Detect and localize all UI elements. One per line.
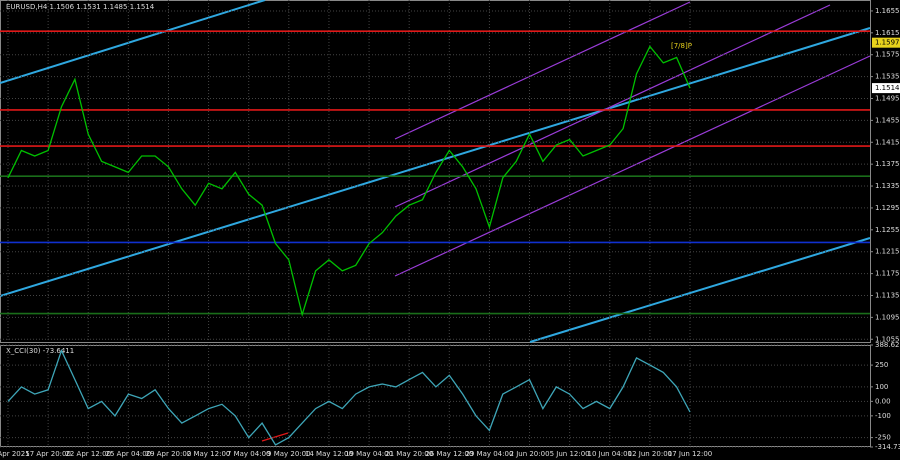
x-tick-label: 2 May 12:00 [187, 450, 231, 458]
channel-line [394, 1, 691, 140]
y-tick-label: 250 [875, 361, 888, 369]
y-tick-label: 1.1535 [875, 73, 900, 81]
annotation: [7/8]P [671, 42, 692, 50]
x-tick-label: 25 Apr 04:00 [106, 450, 152, 458]
x-tick-label: 12 Jun 20:00 [628, 450, 672, 458]
x-tick-label: 29 Apr 20:00 [146, 450, 192, 458]
x-tick-label: 26 May 12:00 [425, 450, 473, 458]
y-tick-label: 0.00 [875, 397, 891, 405]
y-tick-label: 1.1055 [875, 335, 900, 343]
price-frame [0, 0, 871, 343]
y-tick-label: 1.1375 [875, 160, 900, 168]
x-tick-label: 29 May 04:00 [465, 450, 513, 458]
y-tick-label: 1.1495 [875, 94, 900, 102]
divergence-line [261, 432, 289, 442]
indicator-title: X_CCI(30) -73.6411 [6, 347, 74, 355]
x-tick-label: 2 Jun 20:00 [510, 450, 550, 458]
y-tick-label: 1.1615 [875, 29, 900, 37]
y-tick-label: 100 [875, 383, 888, 391]
y-tick-label: -250 [875, 434, 891, 442]
y-tick-label: 1.1135 [875, 291, 900, 299]
y-tick-label: 1.1335 [875, 182, 900, 190]
x-tick-label: 15 Apr 2025 [0, 450, 30, 458]
y-tick-label: -314.734 [875, 443, 900, 451]
price-label: 1.1514 [875, 84, 900, 92]
x-tick-label: 17 Apr 20:00 [25, 450, 71, 458]
y-tick-label: 1.1575 [875, 51, 900, 59]
y-tick-label: 1.1095 [875, 313, 900, 321]
y-tick-label: 1.1415 [875, 138, 900, 146]
x-tick-label: 7 May 04:00 [227, 450, 271, 458]
x-tick-label: 19 May 04:00 [345, 450, 393, 458]
price-label-box [872, 37, 900, 48]
chart-title: EURUSD,H4 1.1506 1.1531 1.1485 1.1514 [6, 3, 155, 11]
series-line [7, 45, 691, 318]
x-tick-label: 9 May 20:00 [267, 450, 311, 458]
channel-line [394, 55, 871, 277]
x-tick-label: 5 Jun 12:00 [550, 450, 590, 458]
x-tick-label: 22 Apr 12:00 [65, 450, 111, 458]
price-label: 1.1597 [875, 39, 900, 47]
y-tick-label: 1.1295 [875, 204, 900, 212]
y-tick-label: 1.1655 [875, 7, 900, 15]
x-tick-label: 10 Jun 04:00 [588, 450, 632, 458]
y-tick-label: 1.1455 [875, 116, 900, 124]
x-tick-label: 21 May 20:00 [385, 450, 433, 458]
y-tick-label: -100 [875, 412, 891, 420]
y-tick-label: 1.1255 [875, 226, 900, 234]
y-tick-label: 1.1215 [875, 248, 900, 256]
trendline [529, 237, 871, 343]
series-line [7, 348, 691, 446]
y-tick-label: 1.1175 [875, 270, 900, 278]
x-tick-label: 14 May 12:00 [305, 450, 353, 458]
price-label-box [872, 83, 900, 94]
channel-line [394, 4, 831, 208]
y-tick-label: 388.6237 [875, 341, 900, 349]
x-tick-label: 17 Jun 12:00 [668, 450, 712, 458]
trendline [0, 0, 266, 84]
